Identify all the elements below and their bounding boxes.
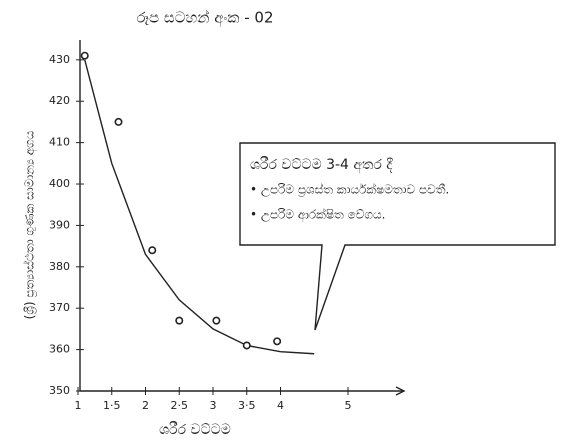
y-tick-label: 400 [49, 177, 70, 190]
x-tick-label: 2·5 [171, 399, 189, 412]
y-tick-label: 430 [49, 53, 70, 66]
y-tick-label: 390 [49, 218, 70, 231]
annotation-line: • උපරිම ආරක්ෂිත වේගය. [250, 207, 385, 222]
x-tick-label: 1 [75, 399, 82, 412]
chart: රූප සටහන් අංක - 02 ශරීර වට්ටම (ශ්‍රී) ප්… [0, 0, 569, 448]
chart-title: රූප සටහන් අංක - 02 [136, 8, 273, 27]
x-tick-label: 2 [142, 399, 149, 412]
annotation-line: • උපරිම ප්‍රශස්ත කාර්යක්ෂමතාව පවතී. [250, 182, 449, 197]
x-tick-label: 4 [277, 399, 284, 412]
x-tick-label: 3·5 [238, 399, 256, 412]
y-tick-label: 350 [49, 384, 70, 397]
y-tick-label: 410 [49, 136, 70, 149]
y-axis-label: (ශ්‍රී) ප්‍රත්‍යාස්ථතා ගුණක සාමාන්‍ය අගය [22, 130, 37, 319]
annotation-line: ශරීර වට්ටම 3-4 අතර දී [250, 157, 393, 174]
x-axis-label: ශරීර වට්ටම [159, 422, 231, 438]
y-tick-label: 360 [49, 343, 70, 356]
y-tick-label: 370 [49, 301, 70, 314]
data-point [274, 338, 280, 344]
data-point [149, 247, 155, 253]
data-point [176, 317, 182, 323]
x-tick-label: 3 [210, 399, 217, 412]
y-tick-label: 380 [49, 260, 70, 273]
x-tick-label: 1·5 [103, 399, 121, 412]
x-tick-label: 5 [345, 399, 352, 412]
data-point [82, 52, 88, 58]
y-tick-label: 420 [49, 94, 70, 107]
data-point [115, 119, 121, 125]
data-point [244, 342, 250, 348]
data-point [213, 317, 219, 323]
